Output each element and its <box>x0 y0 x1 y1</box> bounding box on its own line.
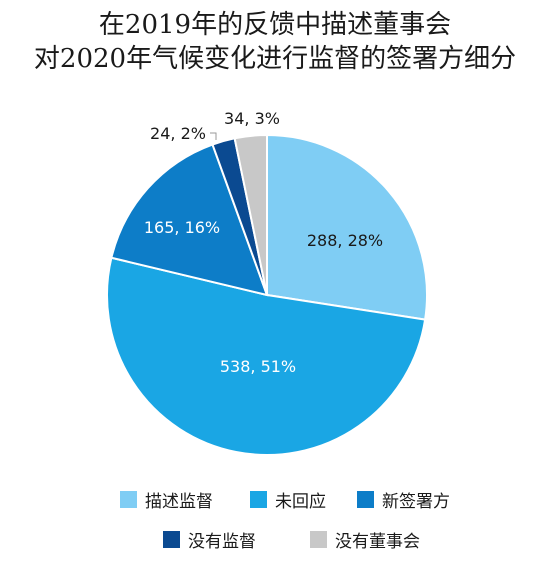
slice-label-1: 288, 28% <box>307 231 383 250</box>
legend-swatch <box>357 491 374 508</box>
legend-label: 没有董事会 <box>335 532 420 552</box>
pie-slice-1 <box>266 133 428 321</box>
slice-label-3: 165, 16% <box>144 218 220 237</box>
legend-label: 新签署方 <box>382 492 450 512</box>
chart-title: 在2019年的反馈中描述董事会 对2020年气候变化进行监督的签署方细分 <box>0 8 550 76</box>
legend-item-3: 新签署方 <box>357 487 450 512</box>
slice-label-2: 538, 51% <box>220 357 296 376</box>
leader-line <box>210 132 217 140</box>
legend-item-2: 未回应 <box>250 487 326 512</box>
legend-item-5: 没有董事会 <box>310 527 420 552</box>
legend-swatch <box>250 491 267 508</box>
legend-swatch <box>120 491 137 508</box>
slice-label-5: 34, 3% <box>224 109 280 128</box>
pie-slice-2 <box>106 256 427 456</box>
legend-label: 没有监督 <box>188 532 256 552</box>
legend-swatch <box>310 531 327 548</box>
legend-label: 描述监督 <box>145 492 213 512</box>
chart-title-line-1: 在2019年的反馈中描述董事会 <box>98 10 452 40</box>
legend-item-4: 没有监督 <box>163 527 256 552</box>
pie-slice-3 <box>110 143 269 297</box>
legend-swatch <box>163 531 180 548</box>
legend-label: 未回应 <box>275 492 326 512</box>
legend-item-1: 描述监督 <box>120 487 213 512</box>
pie-slice-5 <box>233 133 268 296</box>
chart-title-line-2: 对2020年气候变化进行监督的签署方细分 <box>33 44 517 74</box>
slice-label-4: 24, 2% <box>150 124 206 143</box>
